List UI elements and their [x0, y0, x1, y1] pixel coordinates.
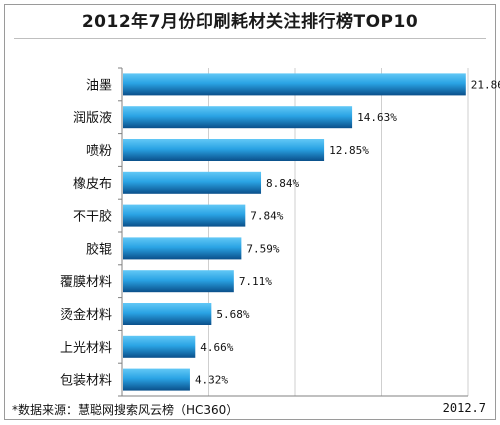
data-label: 7.84% — [250, 210, 283, 223]
category-label: 烫金材料 — [60, 307, 112, 323]
bar — [123, 204, 246, 227]
data-label: 7.11% — [239, 275, 272, 288]
data-label: 5.68% — [216, 308, 249, 321]
chart-title: 2012年7月份印刷耗材关注排行榜TOP10 — [81, 12, 419, 32]
bar — [123, 139, 325, 161]
data-source-note: *数据来源：慧聪网搜索风云榜（HC360） — [12, 403, 239, 417]
labels: 油墨 21.86% 润版液 14.63% 喷粉 12.85% 橡皮布 8.84% 不干胶 7.84… — [60, 78, 500, 388]
category-label: 润版液 — [73, 111, 112, 126]
category-label: 橡皮布 — [73, 177, 112, 192]
bar — [123, 237, 242, 260]
category-label: 上光材料 — [60, 341, 112, 356]
category-label: 胶辊 — [86, 241, 112, 257]
title-divider — [14, 38, 486, 39]
data-label: 21.86% — [471, 78, 500, 91]
bar — [123, 106, 353, 129]
bar — [123, 368, 190, 391]
category-label: 不干胶 — [73, 209, 112, 225]
axes — [118, 67, 468, 397]
bar — [123, 335, 196, 358]
category-label: 油墨 — [86, 78, 112, 93]
bar — [123, 303, 212, 325]
bar — [123, 73, 466, 96]
data-label: 4.32% — [195, 374, 228, 387]
data-label: 8.84% — [266, 177, 299, 190]
data-label: 14.63% — [357, 111, 397, 124]
category-label: 包装材料 — [60, 374, 112, 389]
chart-frame — [4, 4, 496, 420]
data-label: 4.66% — [200, 341, 233, 354]
category-label: 覆膜材料 — [60, 275, 112, 290]
category-label: 喷粉 — [86, 144, 112, 159]
data-label: 12.85% — [329, 144, 369, 157]
bars — [123, 73, 466, 391]
bar — [123, 171, 262, 194]
bar — [123, 270, 234, 293]
report-date: 2012.7 — [442, 401, 486, 415]
data-label: 7.59% — [246, 242, 279, 255]
